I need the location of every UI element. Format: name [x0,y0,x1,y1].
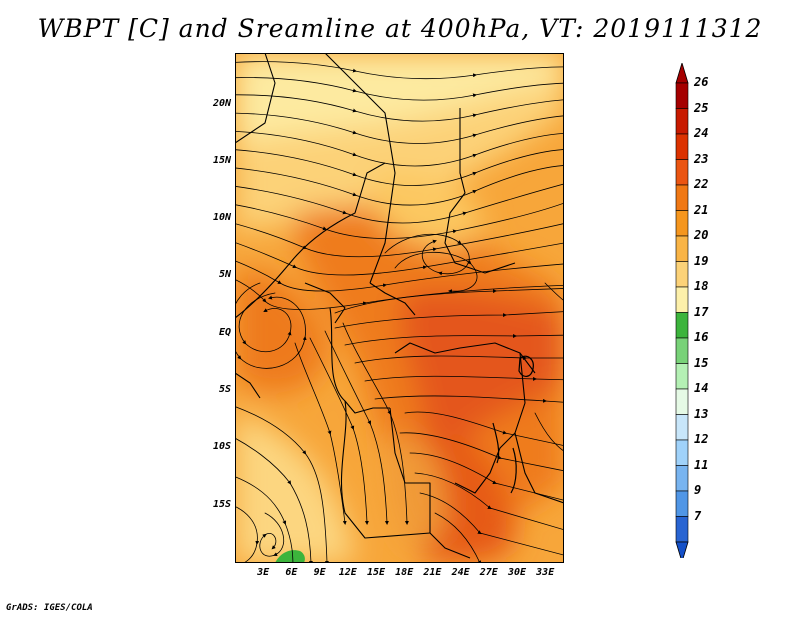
lon-tick-label: 18E [395,567,414,578]
colorbar [675,63,689,558]
colorbar-level-label: 15 [694,355,709,370]
lat-tick-label: 15N [212,154,231,166]
colorbar-segment [675,159,689,186]
colorbar-level-label: 22 [694,177,709,191]
lon-tick-label: 3E [257,567,270,578]
colorbar-level-label: 24 [694,126,709,140]
colorbar-segment [675,286,689,313]
map-panel [235,53,564,563]
lat-tick-label: 5N [218,269,231,281]
lat-tick-label: 20N [212,97,231,109]
colorbar-level-label: 23 [694,151,709,166]
colorbar-segment [675,82,689,109]
colorbar-level-label: 21 [694,202,709,217]
colorbar-segment [675,312,689,339]
lon-tick-label: 6E [285,567,298,578]
grads-credit: GrADS: IGES/COLA [6,603,93,613]
colorbar-level-label: 9 [694,483,702,497]
lat-tick-label: 10N [212,212,231,224]
lon-tick-label: 9E [313,567,326,578]
wbpt-shading [235,53,564,563]
colorbar-segment [675,235,689,262]
chart-title: WBPT [C] and Sreamline at 400hPa, VT: 20… [37,14,763,43]
colorbar-segment [675,490,689,517]
colorbar-segment [675,439,689,466]
colorbar-segment [675,261,689,288]
colorbar-level-label: 25 [694,100,709,115]
lat-tick-label: 10S [212,441,231,453]
colorbar-level-label: 13 [694,406,709,421]
colorbar-level-label: 14 [694,381,709,395]
lon-tick-label: 21E [423,567,442,578]
colorbar-level-label: 20 [694,228,709,242]
colorbar-level-label: 7 [694,508,702,523]
lon-tick-label: 30E [507,567,527,578]
lon-tick-label: 27E [479,567,498,578]
lon-tick-label: 15E [366,567,386,578]
colorbar-level-label: 17 [694,304,709,319]
colorbar-segment [675,363,689,390]
lon-tick-label: 24E [451,567,470,578]
colorbar-segment [675,108,689,135]
lat-tick-label: EQ [218,326,231,338]
colorbar-segment [675,516,689,543]
lon-tick-label: 12E [338,567,357,578]
colorbar-segment [675,210,689,237]
colorbar-segment [675,414,689,441]
colorbar-segment [675,133,689,160]
colorbar-over-triangle [675,63,689,84]
colorbar-segment [675,465,689,492]
colorbar-level-label: 19 [694,253,709,268]
colorbar-segment [675,388,689,415]
colorbar-level-label: 12 [694,432,709,446]
lon-tick-label: 33E [536,567,555,578]
colorbar-level-label: 11 [694,457,709,472]
lat-tick-label: 15S [212,498,231,510]
colorbar-segment [675,337,689,364]
colorbar-level-label: 16 [694,330,709,344]
lat-tick-label: 5S [218,384,231,396]
colorbar-under-triangle [675,541,689,558]
colorbar-level-label: 26 [694,75,709,89]
streamlines [235,61,564,563]
colorbar-level-label: 18 [694,279,709,293]
colorbar-segment [675,184,689,211]
